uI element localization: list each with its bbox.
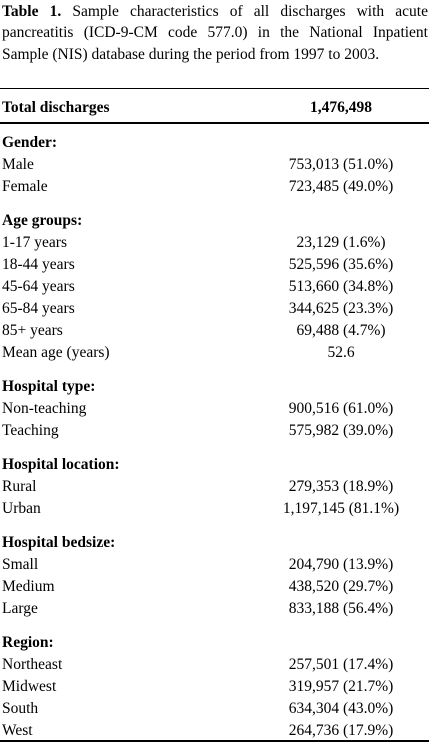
row-label: West xyxy=(2,722,33,739)
row-label: 65-84 years xyxy=(2,300,75,317)
section-title: Hospital type: xyxy=(2,378,96,395)
table-row: Rural 279,353 (18.9%) xyxy=(2,476,430,498)
bottom-rule xyxy=(0,740,429,742)
table-row: 85+ years 69,488 (4.7%) xyxy=(2,320,430,342)
row-label: Large xyxy=(2,600,38,617)
section-title: Age groups: xyxy=(2,212,83,229)
row-value: 204,790 (13.9%) xyxy=(288,556,394,573)
table-row: Small 204,790 (13.9%) xyxy=(2,554,430,576)
row-label: 45-64 years xyxy=(2,278,75,295)
row-value: 575,982 (39.0%) xyxy=(288,422,394,439)
section-title: Region: xyxy=(2,634,54,651)
row-value: 257,501 (17.4%) xyxy=(288,656,394,673)
row-label: Male xyxy=(2,156,34,173)
table-row: West 264,736 (17.9%) xyxy=(2,720,430,742)
caption-text: Sample characteristics of all discharges… xyxy=(2,3,428,63)
table-row: Medium 438,520 (29.7%) xyxy=(2,576,430,598)
row-label: 1-17 years xyxy=(2,234,67,251)
table-row: Female 723,485 (49.0%) xyxy=(2,176,430,198)
header-label: Total discharges xyxy=(2,99,110,116)
row-value: 438,520 (29.7%) xyxy=(288,578,394,595)
row-value: 1,197,145 (81.1%) xyxy=(282,500,400,517)
row-label: Medium xyxy=(2,578,55,595)
table-row: 65-84 years 344,625 (23.3%) xyxy=(2,298,430,320)
row-value: 513,660 (34.8%) xyxy=(288,278,394,295)
table-row: Urban 1,197,145 (81.1%) xyxy=(2,498,430,520)
row-label: 18-44 years xyxy=(2,256,75,273)
table-row: 18-44 years 525,596 (35.6%) xyxy=(2,254,430,276)
row-value: 900,516 (61.0%) xyxy=(288,400,394,417)
row-value: 69,488 (4.7%) xyxy=(296,322,386,339)
row-value: 723,485 (49.0%) xyxy=(288,178,394,195)
row-value: 264,736 (17.9%) xyxy=(288,722,394,739)
row-label: Female xyxy=(2,178,48,195)
row-label: Rural xyxy=(2,478,37,495)
section-title: Hospital bedsize: xyxy=(2,534,116,551)
row-value: 319,957 (21.7%) xyxy=(288,678,394,695)
row-label: 85+ years xyxy=(2,322,63,339)
row-label: Urban xyxy=(2,500,41,517)
row-label: Mean age (years) xyxy=(2,344,110,361)
row-label: Teaching xyxy=(2,422,59,439)
row-value: 525,596 (35.6%) xyxy=(288,256,394,273)
table-row: Mean age (years) 52.6 xyxy=(2,342,430,364)
row-value: 23,129 (1.6%) xyxy=(296,234,386,251)
row-value: 833,188 (56.4%) xyxy=(288,600,394,617)
header-rule xyxy=(0,122,429,124)
table-row: Male 753,013 (51.0%) xyxy=(2,154,430,176)
row-label: Non-teaching xyxy=(2,400,87,417)
top-rule xyxy=(0,88,429,89)
caption-label: Table 1. xyxy=(2,3,62,20)
table-row: South 634,304 (43.0%) xyxy=(2,698,430,720)
table-row: Midwest 319,957 (21.7%) xyxy=(2,676,430,698)
row-label: Northeast xyxy=(2,656,63,673)
table: Total discharges 1,476,498 Gender: Male 753,… xyxy=(2,97,430,742)
caption: Table 1. Sample characteristics of all d… xyxy=(2,1,428,65)
table-row: 1-17 years 23,129 (1.6%) xyxy=(2,232,430,254)
row-label: Small xyxy=(2,556,39,573)
row-value: 634,304 (43.0%) xyxy=(288,700,394,717)
section-title: Hospital location: xyxy=(2,456,120,473)
row-value: 753,013 (51.0%) xyxy=(288,156,394,173)
row-value: 52.6 xyxy=(327,344,355,361)
header-value: 1,476,498 xyxy=(310,99,372,116)
row-value: 344,625 (23.3%) xyxy=(288,300,394,317)
table-row: 45-64 years 513,660 (34.8%) xyxy=(2,276,430,298)
row-label: South xyxy=(2,700,39,717)
section-title: Gender: xyxy=(2,134,58,151)
row-label: Midwest xyxy=(2,678,57,695)
table-row: Teaching 575,982 (39.0%) xyxy=(2,420,430,442)
row-value: 279,353 (18.9%) xyxy=(288,478,394,495)
table-row: Non-teaching 900,516 (61.0%) xyxy=(2,398,430,420)
table-row: Northeast 257,501 (17.4%) xyxy=(2,654,430,676)
header-row: Total discharges 1,476,498 xyxy=(2,97,430,122)
table-row: Large 833,188 (56.4%) xyxy=(2,598,430,620)
